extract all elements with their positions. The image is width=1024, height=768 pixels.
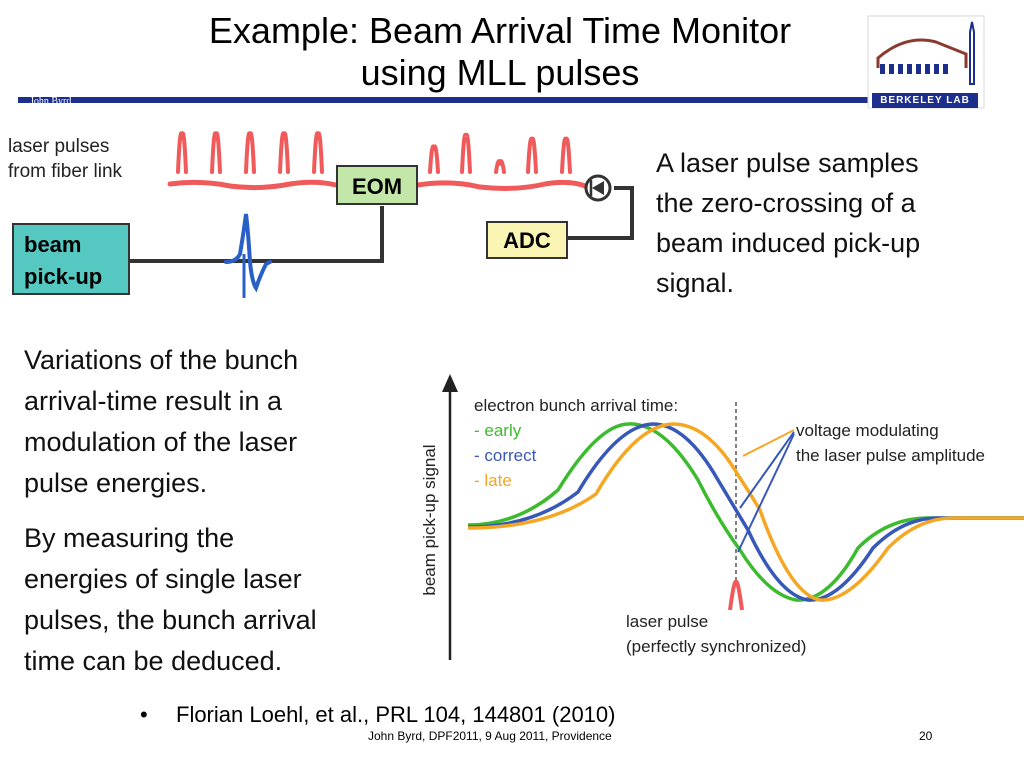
beam-box-line-2: pick-up <box>24 264 103 289</box>
logo-text: BERKELEY LAB <box>872 93 978 108</box>
voltage-annotation-line-1: voltage modulating <box>796 421 939 440</box>
description-line-4: signal. <box>656 268 735 298</box>
author-tag: John Byrd <box>30 96 72 107</box>
beam-pickup-box: beam pick-up <box>12 223 130 295</box>
legend-title: electron bunch arrival time: <box>474 396 679 415</box>
voltage-arrows <box>737 429 795 553</box>
plot-legend: electron bunch arrival time: - early - c… <box>474 393 678 493</box>
measuring-paragraph: By measuring the energies of single lase… <box>24 518 404 682</box>
para1-line-3: modulation of the laser <box>24 427 298 457</box>
curve-early <box>467 422 1024 602</box>
pickup-signal-plot <box>442 374 1024 660</box>
title-line-1: Example: Beam Arrival Time Monitor <box>208 10 792 51</box>
voltage-annotation-line-2: the laser pulse amplitude <box>796 446 986 465</box>
beam-box-line-1: beam <box>24 232 82 257</box>
sync-laser-pulse <box>728 579 744 611</box>
eom-box: EOM <box>336 165 418 205</box>
para1-line-4: pulse energies. <box>24 468 208 498</box>
laser-annotation-line-1: laser pulse <box>626 612 709 631</box>
description-line-3: beam induced pick-up <box>656 228 921 258</box>
slide-title: Example: Beam Arrival Time Monitor using… <box>150 10 850 94</box>
description-text: A laser pulse samples the zero-crossing … <box>656 143 1016 303</box>
berkeley-lab-logo <box>866 14 986 110</box>
legend-late: - late <box>474 471 512 490</box>
voltage-annotation: voltage modulating the laser pulse ampli… <box>796 418 985 468</box>
header-bar <box>18 97 876 103</box>
laser-pulses-input <box>176 131 324 174</box>
para2-line-2: energies of single laser <box>24 564 302 594</box>
para2-line-4: time can be deduced. <box>24 646 283 676</box>
laser-label-line-1: laser pulses <box>8 136 110 157</box>
legend-correct: - correct <box>474 446 537 465</box>
adc-box: ADC <box>486 221 568 259</box>
para1-line-1: Variations of the bunch <box>24 345 299 375</box>
para1-line-2: arrival-time result in a <box>24 386 283 416</box>
laser-annotation-line-2: (perfectly synchronized) <box>626 637 807 656</box>
reference-text: Florian Loehl, et al., PRL 104, 144801 (… <box>176 702 616 727</box>
description-line-1: A laser pulse samples <box>656 148 919 178</box>
title-line-2: using MLL pulses <box>360 52 640 93</box>
slide-footer: John Byrd, DPF2011, 9 Aug 2011, Providen… <box>368 729 612 743</box>
para2-line-3: pulses, the bunch arrival <box>24 605 317 635</box>
plot-y-axis-arrow <box>442 374 458 392</box>
beam-to-eom-line <box>130 206 384 263</box>
laser-pickup-diagram <box>130 131 634 298</box>
laser-line-1 <box>167 179 339 191</box>
pickup-signal-waveform <box>224 213 272 293</box>
laser-pulses-label: laser pulses from fiber link <box>8 134 122 184</box>
description-line-2: the zero-crossing of a <box>656 188 916 218</box>
reference-bullet: • Florian Loehl, et al., PRL 104, 144801 … <box>140 700 615 730</box>
para2-line-1: By measuring the <box>24 523 235 553</box>
laser-line-2 <box>415 179 588 191</box>
curve-correct <box>467 422 1024 602</box>
laser-label-line-2: from fiber link <box>8 161 123 182</box>
diode-to-adc-line <box>568 186 634 240</box>
variations-paragraph: Variations of the bunch arrival-time res… <box>24 340 404 504</box>
photodiode-icon <box>584 174 612 202</box>
bullet-icon: • <box>140 702 148 727</box>
curve-late <box>467 422 1024 602</box>
laser-pulse-annotation: laser pulse (perfectly synchronized) <box>626 609 806 659</box>
page-number: 20 <box>919 729 933 743</box>
plot-y-label: beam pick-up signal <box>420 444 439 596</box>
laser-pulses-modulated <box>428 132 572 174</box>
legend-early: - early <box>474 421 522 440</box>
